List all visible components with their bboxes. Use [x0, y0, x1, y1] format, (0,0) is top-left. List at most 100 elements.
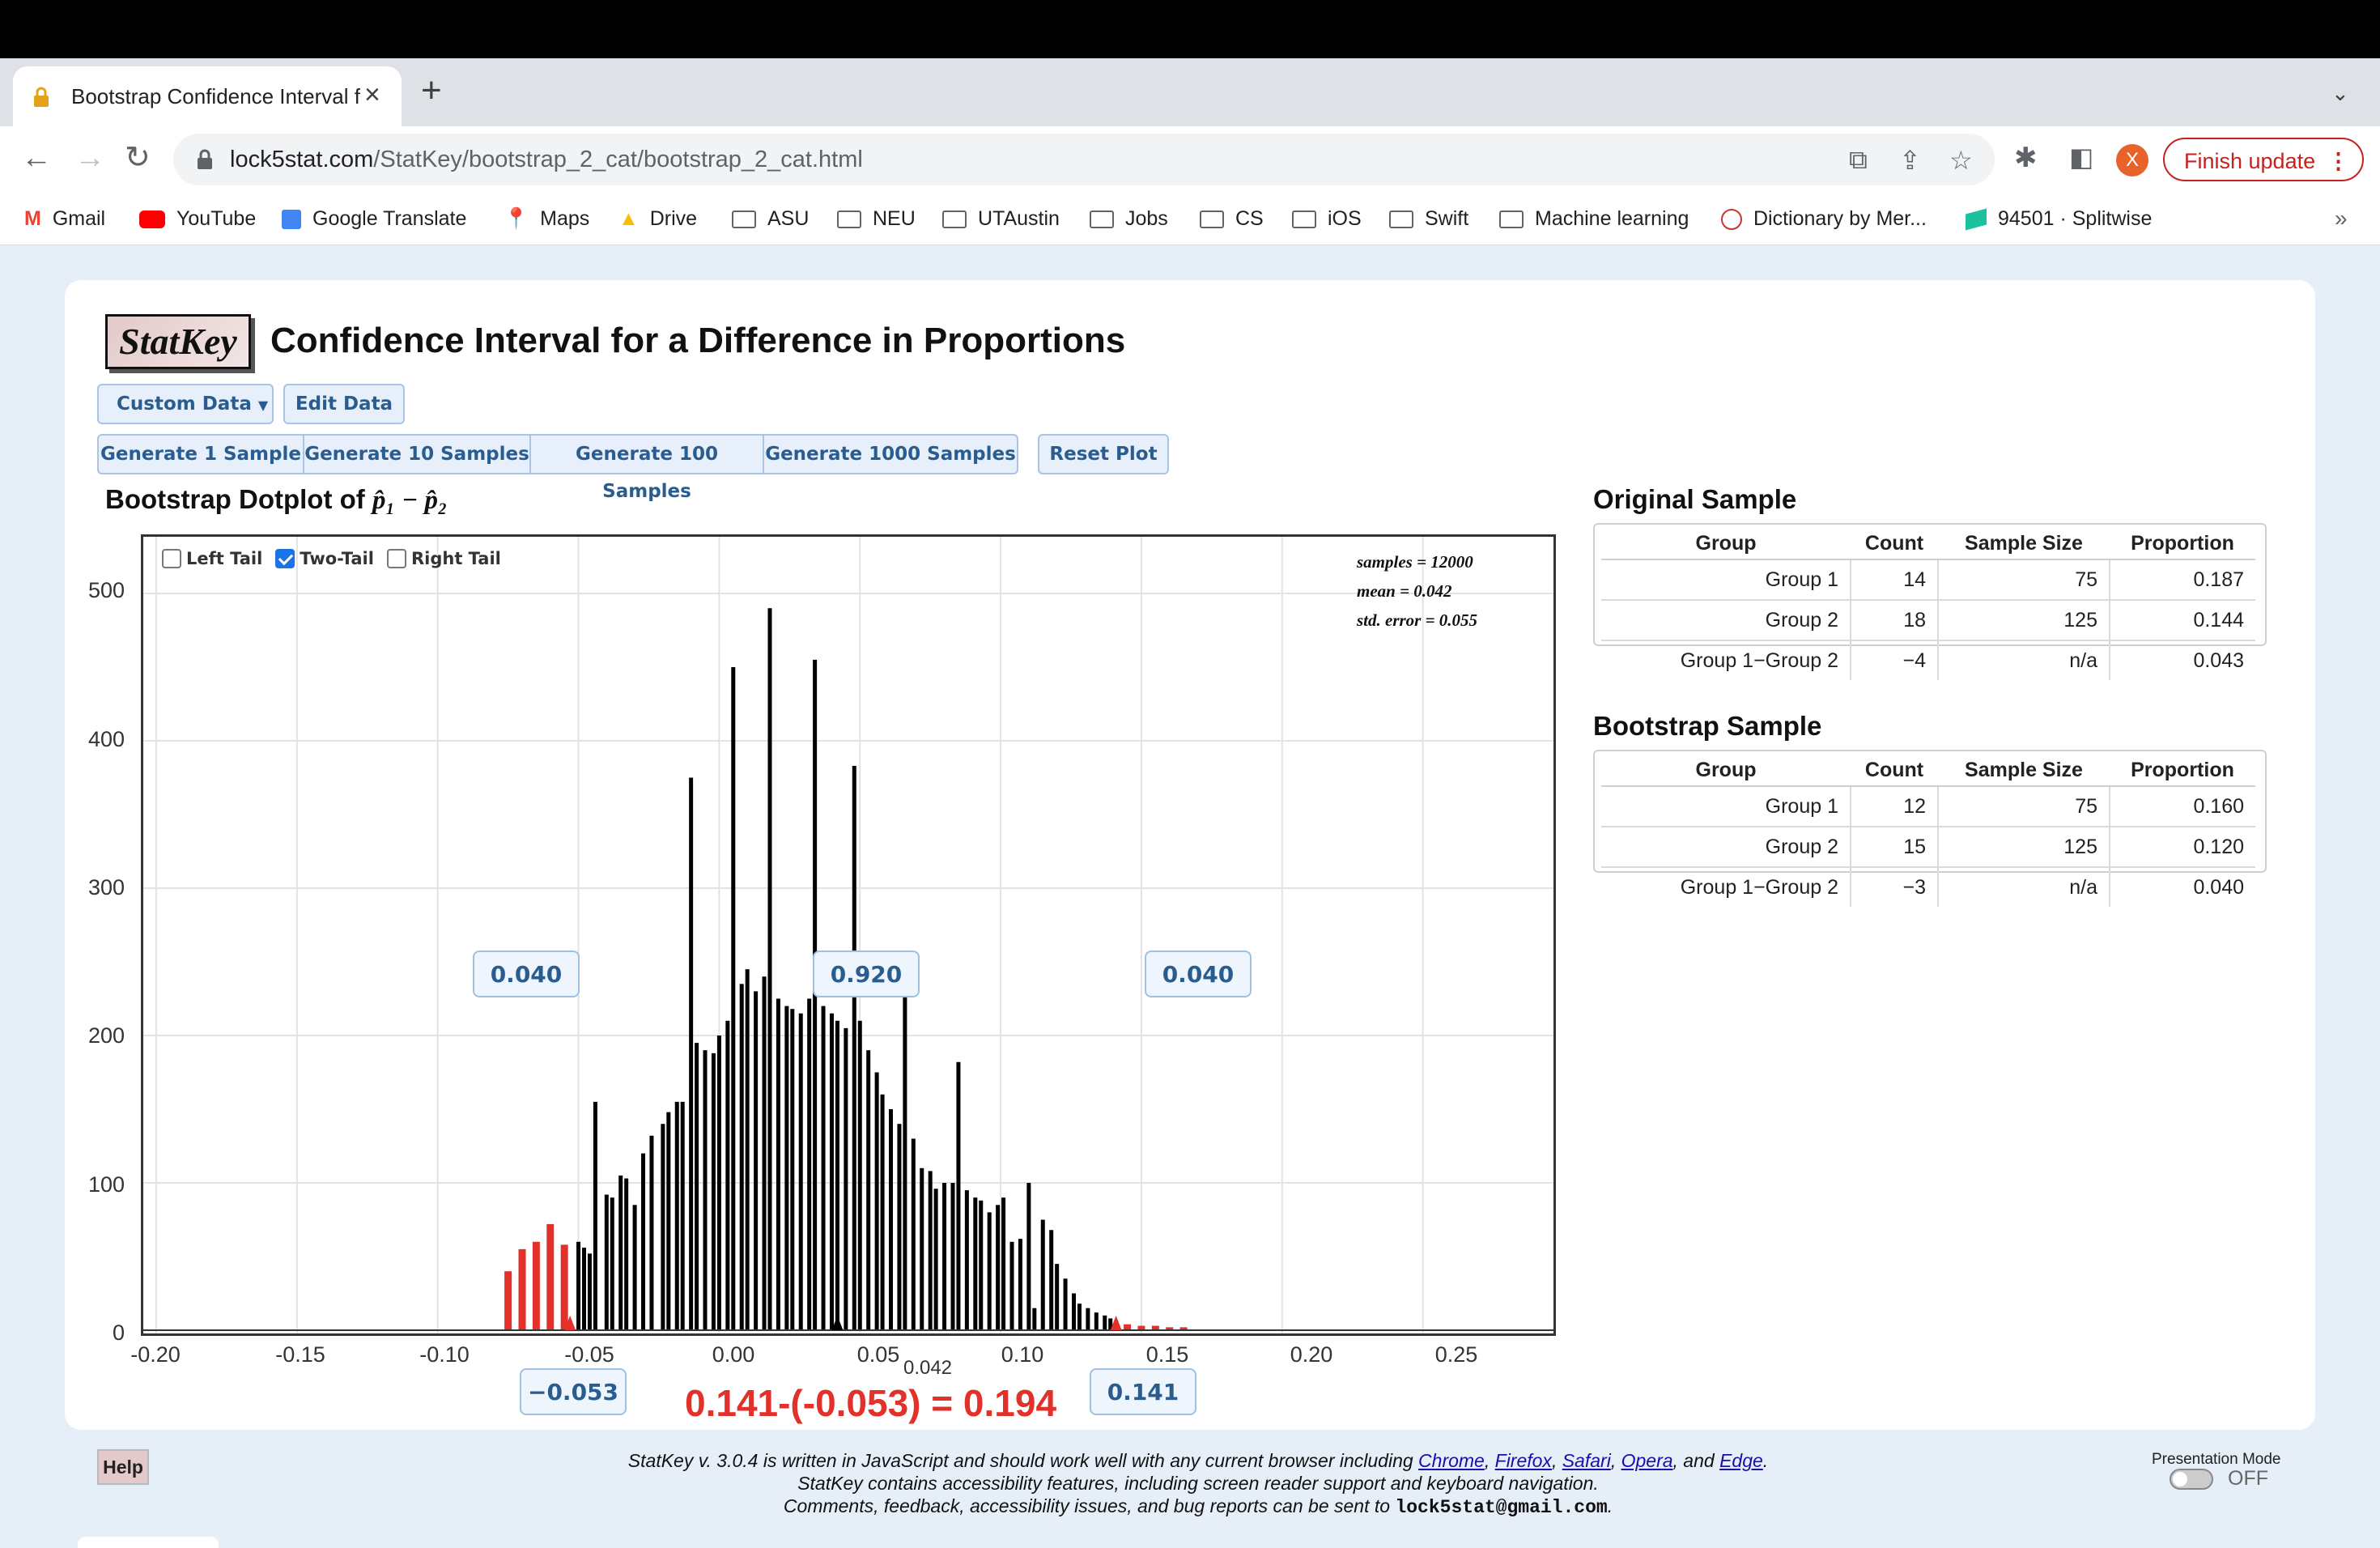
dotplot-bar — [1055, 1264, 1060, 1330]
ci-lower-bound[interactable]: −0.053 — [520, 1368, 627, 1415]
bookmark-folder-asu[interactable]: ASU — [732, 207, 809, 231]
bookmark-folder-cs[interactable]: CS — [1200, 207, 1264, 231]
bookmark-folder-utaustin[interactable]: UTAustin — [942, 207, 1060, 231]
dotplot-bar — [576, 1241, 581, 1330]
bookmark-google-translate[interactable]: Google Translate — [282, 207, 466, 231]
bookmark-folder-ios[interactable]: iOS — [1292, 207, 1362, 231]
generate-1-sample-button[interactable]: Generate 1 Sample — [97, 434, 304, 474]
bookmark-drive[interactable]: ▲ Drive — [618, 207, 698, 230]
active-tab[interactable]: Bootstrap Confidence Interval f × — [13, 66, 402, 126]
side-panel-icon[interactable]: ◧ — [2069, 142, 2094, 172]
column-header: Group — [1601, 755, 1851, 787]
table-cell: 18 — [1851, 599, 1939, 640]
dotplot-bar — [739, 984, 744, 1330]
tab-search-icon[interactable]: ⌄ — [2331, 81, 2349, 105]
middle-proportion[interactable]: 0.920 — [813, 950, 920, 997]
chrome-link[interactable]: Chrome — [1418, 1450, 1485, 1471]
column-header: Proportion — [2110, 528, 2255, 560]
mean-stat: mean = 0.042 — [1357, 581, 1452, 601]
edge-link[interactable]: Edge — [1719, 1450, 1763, 1471]
browser-toolbar: ← → ↻ lock5stat.com/StatKey/bootstrap_2_… — [0, 126, 2380, 193]
close-tab-icon[interactable]: × — [364, 79, 380, 110]
mean-label: 0.042 — [903, 1357, 953, 1379]
safari-link[interactable]: Safari — [1562, 1450, 1611, 1471]
translate-icon[interactable]: ⧉ — [1849, 145, 1868, 174]
dotplot-bar — [731, 667, 736, 1330]
bookmark-star-icon[interactable]: ☆ — [1949, 146, 1973, 175]
folder-icon — [1389, 210, 1413, 228]
help-button[interactable]: Help — [97, 1449, 149, 1485]
bookmark-splitwise[interactable]: 94501 · Splitwise — [1966, 207, 2152, 231]
dotplot-tail-bar — [518, 1248, 526, 1330]
generate-1000-samples-button[interactable]: Generate 1000 Samples — [763, 434, 1018, 474]
two-tail-checkbox[interactable] — [275, 549, 295, 568]
dotplot-tail-bar — [546, 1223, 555, 1330]
share-icon[interactable]: ⇪ — [1899, 146, 1921, 175]
x-tick-label: -0.20 — [130, 1342, 181, 1367]
x-tick-label: 0.10 — [1001, 1342, 1044, 1367]
folder-icon — [1499, 210, 1524, 228]
bookmark-folder-neu[interactable]: NEU — [837, 207, 916, 231]
firefox-link[interactable]: Firefox — [1494, 1450, 1552, 1471]
right-tail-proportion[interactable]: 0.040 — [1145, 950, 1252, 997]
dotplot-bar — [703, 1050, 708, 1330]
bookmark-youtube[interactable]: YouTube — [139, 207, 256, 231]
column-header: Sample Size — [1938, 755, 2110, 787]
left-tail-checkbox[interactable] — [162, 549, 181, 568]
table-cell: 14 — [1851, 559, 1939, 600]
right-tail-checkbox[interactable] — [386, 549, 406, 568]
bootstrap-dotplot[interactable] — [143, 537, 1553, 1333]
dotplot-bar — [725, 1020, 730, 1330]
left-tail-proportion[interactable]: 0.040 — [473, 950, 580, 997]
bookmark-folder-machine-learning[interactable]: Machine learning — [1499, 207, 1689, 231]
reload-icon[interactable]: ↻ — [125, 141, 151, 175]
table-cell: −3 — [1851, 866, 1939, 907]
opera-link[interactable]: Opera — [1621, 1450, 1673, 1471]
dotplot-tail-bar — [1137, 1325, 1145, 1330]
table-cell: Group 2 — [1601, 599, 1851, 640]
finish-update-button[interactable]: Finish update ⋮ — [2163, 138, 2364, 181]
bookmark-folder-jobs[interactable]: Jobs — [1090, 207, 1168, 231]
more-bookmarks-icon[interactable]: » — [2335, 206, 2348, 231]
contact-email[interactable]: lock5stat@gmail.com — [1395, 1497, 1608, 1518]
ci-marker — [564, 1316, 576, 1330]
dotplot-bar — [624, 1178, 629, 1330]
custom-data-dropdown[interactable]: Custom Data ▼ — [97, 384, 274, 424]
new-tab-icon[interactable]: + — [421, 70, 442, 110]
dotplot-bar — [745, 969, 750, 1330]
caret-down-icon: ▼ — [257, 398, 269, 413]
bookmark-maps[interactable]: 📍 Maps — [504, 207, 590, 230]
bookmark-gmail[interactable]: M Gmail — [24, 207, 106, 230]
generate-10-samples-button[interactable]: Generate 10 Samples — [303, 434, 531, 474]
presentation-mode-toggle[interactable] — [2170, 1469, 2213, 1490]
extensions-icon[interactable]: ✱ — [2014, 142, 2038, 173]
table-cell: n/a — [1938, 640, 2110, 680]
folder-icon — [942, 210, 967, 228]
left-tail-label: Left Tail — [186, 549, 263, 568]
mean-marker — [831, 1316, 844, 1330]
edit-data-button[interactable]: Edit Data — [283, 384, 405, 424]
dotplot-frame[interactable] — [141, 534, 1556, 1336]
dotplot-bar — [1009, 1241, 1014, 1330]
table-cell: 125 — [1938, 599, 2110, 640]
footer-text: StatKey v. 3.0.4 is written in JavaScrip… — [453, 1449, 1943, 1519]
reset-plot-button[interactable]: Reset Plot — [1038, 434, 1169, 474]
dotplot-bar — [582, 1248, 587, 1330]
ci-upper-bound[interactable]: 0.141 — [1090, 1368, 1196, 1415]
drive-icon: ▲ — [618, 207, 639, 230]
dotplot-bar — [911, 1138, 916, 1330]
back-icon[interactable]: ← — [21, 141, 52, 175]
address-bar[interactable]: lock5stat.com/StatKey/bootstrap_2_cat/bo… — [173, 134, 1995, 185]
bookmark-folder-swift[interactable]: Swift — [1389, 207, 1468, 231]
generate-100-samples-button[interactable]: Generate 100 Samples — [529, 434, 764, 502]
forward-icon[interactable]: → — [74, 141, 105, 175]
bookmark-dictionary[interactable]: Dictionary by Mer... — [1721, 207, 1927, 231]
profile-avatar[interactable]: X — [2116, 144, 2148, 176]
footer-line-3: Comments, feedback, accessibility issues… — [783, 1495, 1613, 1518]
bootstrap-sample-title: Bootstrap Sample — [1593, 711, 1822, 741]
dotplot-bar — [829, 1013, 834, 1330]
dotplot-bar — [956, 1061, 961, 1330]
dotplot-bar — [987, 1212, 992, 1330]
y-tick-label: 100 — [87, 1172, 125, 1197]
dotplot-bar — [821, 1006, 826, 1330]
